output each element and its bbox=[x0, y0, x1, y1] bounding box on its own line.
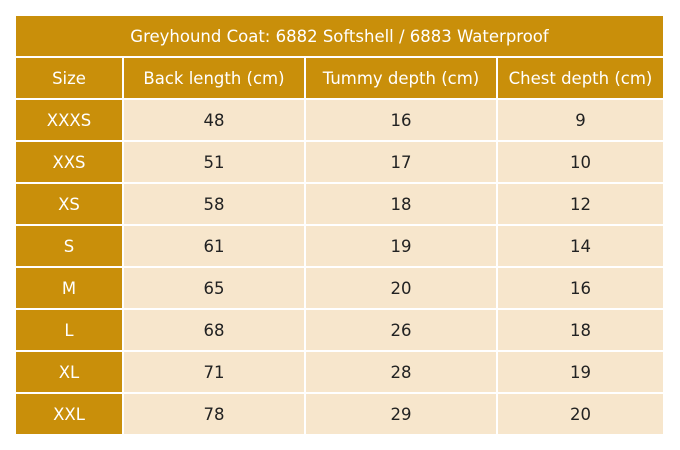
tummy-depth-cell: 29 bbox=[306, 394, 496, 434]
size-cell: XXL bbox=[16, 394, 122, 434]
table-row: L 68 26 18 bbox=[16, 310, 663, 350]
size-cell: XL bbox=[16, 352, 122, 392]
size-cell: XXXS bbox=[16, 100, 122, 140]
chest-depth-cell: 14 bbox=[498, 226, 663, 266]
chest-depth-cell: 12 bbox=[498, 184, 663, 224]
table-title: Greyhound Coat: 6882 Softshell / 6883 Wa… bbox=[16, 16, 663, 56]
back-length-cell: 65 bbox=[124, 268, 304, 308]
back-length-cell: 71 bbox=[124, 352, 304, 392]
table-row: XXS 51 17 10 bbox=[16, 142, 663, 182]
chest-depth-cell: 16 bbox=[498, 268, 663, 308]
tummy-depth-cell: 16 bbox=[306, 100, 496, 140]
back-length-cell: 78 bbox=[124, 394, 304, 434]
size-cell: L bbox=[16, 310, 122, 350]
back-length-cell: 58 bbox=[124, 184, 304, 224]
table-row: S 61 19 14 bbox=[16, 226, 663, 266]
header-tummy-depth: Tummy depth (cm) bbox=[306, 58, 496, 98]
size-cell: XS bbox=[16, 184, 122, 224]
back-length-cell: 68 bbox=[124, 310, 304, 350]
table-row: XXL 78 29 20 bbox=[16, 394, 663, 434]
chest-depth-cell: 19 bbox=[498, 352, 663, 392]
table-row: M 65 20 16 bbox=[16, 268, 663, 308]
tummy-depth-cell: 17 bbox=[306, 142, 496, 182]
table-row: XXXS 48 16 9 bbox=[16, 100, 663, 140]
size-cell: S bbox=[16, 226, 122, 266]
header-chest-depth: Chest depth (cm) bbox=[498, 58, 663, 98]
back-length-cell: 51 bbox=[124, 142, 304, 182]
header-row: Size Back length (cm) Tummy depth (cm) C… bbox=[16, 58, 663, 98]
chest-depth-cell: 10 bbox=[498, 142, 663, 182]
tummy-depth-cell: 18 bbox=[306, 184, 496, 224]
chest-depth-cell: 20 bbox=[498, 394, 663, 434]
table-row: XL 71 28 19 bbox=[16, 352, 663, 392]
tummy-depth-cell: 20 bbox=[306, 268, 496, 308]
tummy-depth-cell: 28 bbox=[306, 352, 496, 392]
size-cell: M bbox=[16, 268, 122, 308]
size-chart-table: Greyhound Coat: 6882 Softshell / 6883 Wa… bbox=[14, 14, 665, 436]
header-size: Size bbox=[16, 58, 122, 98]
table-row: XS 58 18 12 bbox=[16, 184, 663, 224]
chest-depth-cell: 18 bbox=[498, 310, 663, 350]
tummy-depth-cell: 26 bbox=[306, 310, 496, 350]
size-cell: XXS bbox=[16, 142, 122, 182]
title-row: Greyhound Coat: 6882 Softshell / 6883 Wa… bbox=[16, 16, 663, 56]
back-length-cell: 61 bbox=[124, 226, 304, 266]
tummy-depth-cell: 19 bbox=[306, 226, 496, 266]
header-back-length: Back length (cm) bbox=[124, 58, 304, 98]
back-length-cell: 48 bbox=[124, 100, 304, 140]
chest-depth-cell: 9 bbox=[498, 100, 663, 140]
